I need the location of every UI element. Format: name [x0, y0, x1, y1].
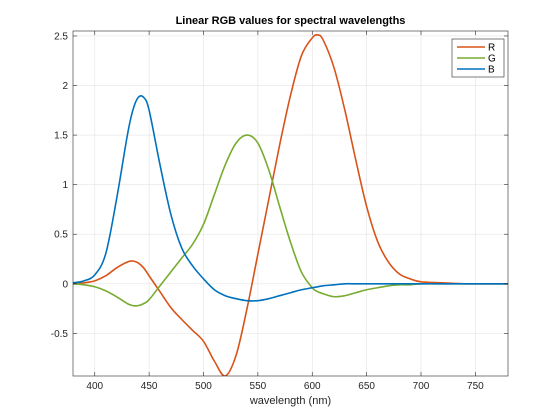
series-line-r [73, 34, 508, 376]
legend-label-b: B [488, 65, 495, 76]
y-tick-label: 1 [62, 180, 68, 191]
x-tick-label: 400 [86, 381, 103, 392]
y-tick-label: 1.5 [54, 131, 68, 142]
y-tick-label: 2.5 [54, 31, 68, 42]
series-line-b [73, 95, 508, 302]
x-tick-label: 750 [467, 381, 484, 392]
legend-label-g: G [488, 54, 496, 65]
x-tick-label: 450 [141, 381, 158, 392]
series-line-g [73, 134, 508, 307]
legend-label-r: R [488, 43, 495, 54]
x-tick-label: 500 [195, 381, 212, 392]
x-tick-label: 650 [358, 381, 375, 392]
y-tick-label: 2 [62, 81, 68, 92]
axis-ticks: 400 450 500 550 600 650 700 750 -0.5 0 0.5 1 1.5 2 2.5 [51, 31, 508, 392]
chart-title: Linear RGB values for spectral wavelengt… [176, 15, 406, 27]
legend: R G B [451, 38, 505, 78]
x-axis-title: wavelength (nm) [249, 395, 331, 407]
series-layer [73, 34, 508, 376]
plot-frame [72, 30, 509, 377]
x-tick-label: 600 [304, 381, 321, 392]
plot-area [73, 31, 508, 376]
y-tick-label: -0.5 [51, 329, 69, 340]
x-tick-label: 700 [413, 381, 430, 392]
y-tick-label: 0 [62, 279, 68, 290]
y-tick-label: 0.5 [54, 230, 68, 241]
x-tick-label: 550 [250, 381, 267, 392]
